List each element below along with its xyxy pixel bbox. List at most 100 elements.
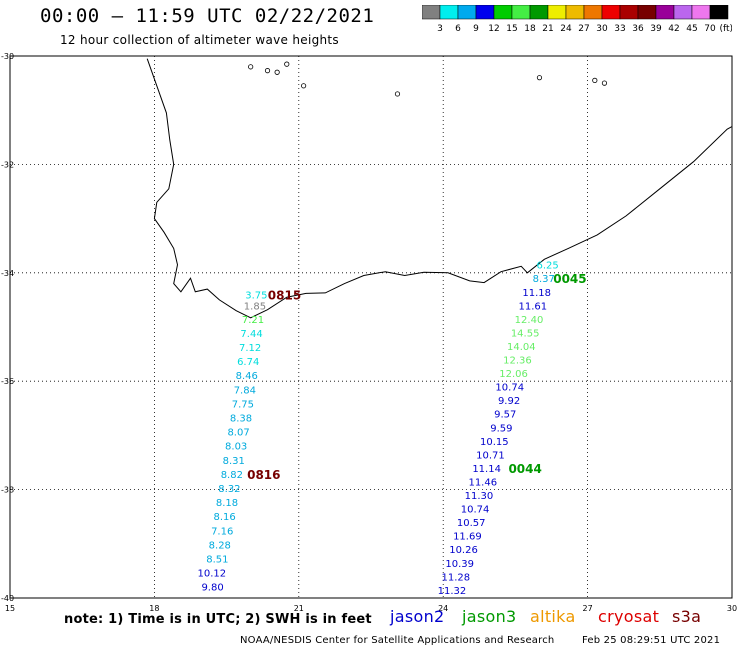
map-subtitle: 12 hour collection of altimeter wave hei… [60, 33, 339, 47]
wave-height-label-jason2: 9.59 [490, 423, 512, 434]
colorbar-swatch [709, 5, 729, 20]
colorbar-label: 18 [524, 24, 536, 34]
legend-cryosat: cryosat [598, 607, 660, 626]
wave-height-label-jason2: 11.18 [522, 288, 551, 299]
wave-height-label-jason2: 10.74 [495, 383, 524, 394]
wave-height-label-jason3: 7.44 [240, 329, 262, 340]
island-shape [536, 75, 543, 81]
wave-height-label-jason2: 10.15 [480, 437, 509, 448]
island-shape [394, 91, 401, 97]
wave-height-label-jason2: 11.69 [453, 532, 482, 543]
pass-time-label: 0044 [508, 462, 541, 476]
lat-tick-label: -34 [1, 269, 14, 278]
wave-height-label-jason2: 10.71 [476, 450, 505, 461]
wave-height-label-jason3: 10.12 [197, 569, 226, 580]
lon-tick-label: 15 [5, 604, 15, 613]
wave-height-label-jason2: 10.39 [445, 559, 474, 570]
lat-tick-label: -40 [1, 594, 14, 603]
lon-tick-label: 24 [438, 604, 448, 613]
pass-time-label: 0045 [553, 272, 586, 286]
lon-tick-label: 21 [294, 604, 304, 613]
wave-height-label-jason2: 9.57 [494, 410, 516, 421]
wave-height-label-jason2: 11.32 [438, 586, 467, 597]
wave-height-label-jason3: 8.16 [213, 512, 235, 523]
wave-height-label-jason3: 7.16 [211, 526, 233, 537]
colorbar-label: 27 [578, 24, 589, 34]
footer-credit: NOAA/NESDIS Center for Satellite Applica… [240, 635, 555, 646]
legend-jason3: jason3 [462, 607, 517, 626]
wave-height-colorbar: 3 6 9 12 15 18 21 24 27 30 33 36 39 42 45 70 (ft) [422, 5, 732, 34]
wave-height-label-jason2: 11.46 [468, 477, 497, 488]
wave-height-label-jason2: 10.74 [461, 505, 490, 516]
wave-height-label-jason2: 11.30 [465, 491, 494, 502]
colorbar-label: 36 [632, 24, 644, 34]
colorbar-label: 6 [455, 24, 461, 34]
island-shape [264, 68, 271, 74]
lon-tick-label: 18 [149, 604, 159, 613]
lat-tick-label: -36 [1, 377, 14, 386]
island-shape [601, 80, 608, 86]
wave-height-label-jason3: 8.51 [206, 554, 228, 565]
colorbar-label: 42 [668, 24, 679, 34]
legend-s3a: s3a [672, 607, 702, 626]
colorbar-label: 70 [704, 24, 716, 34]
colorbar-label: 12 [488, 24, 499, 34]
island-shape [284, 61, 290, 67]
colorbar-label: 33 [614, 24, 625, 34]
wave-height-label-jason2: 6.25 [536, 261, 558, 272]
wave-height-label-jason3: 8.82 [221, 470, 243, 481]
wave-height-label-jason3: 7.84 [234, 385, 256, 396]
wave-height-label-jason2: 12.06 [499, 369, 528, 380]
wave-height-label-jason2: 10.57 [457, 518, 486, 529]
colorbar-label: 3 [437, 24, 443, 34]
pass-time-label: 0816 [247, 468, 280, 482]
wave-height-label-jason2: 8.37 [533, 274, 555, 285]
wave-height-label-jason3: 8.38 [230, 414, 252, 425]
colorbar-label: 45 [686, 24, 697, 34]
coastline [146, 58, 733, 319]
island-shape [274, 69, 280, 75]
wave-height-label-jason3: 8.18 [216, 498, 238, 509]
island-shape [301, 83, 307, 89]
island-shape [592, 77, 598, 83]
wave-height-label-jason2: 12.40 [515, 315, 544, 326]
wave-height-label-jason2: 11.28 [442, 572, 471, 583]
lat-tick-label: -30 [1, 52, 14, 61]
wave-height-label-jason3: 7.12 [239, 343, 261, 354]
wave-height-label-jason3: 8.07 [227, 428, 249, 439]
colorbar-label: 9 [473, 24, 479, 34]
island-shape [248, 64, 254, 70]
legend-altika: altika [530, 607, 576, 626]
wave-height-label-jason3: 8.46 [236, 371, 258, 382]
colorbar-unit: (ft) [719, 24, 732, 34]
wave-height-label-jason3: 8.31 [223, 456, 245, 467]
wave-height-label-jason2: 12.36 [503, 356, 532, 367]
legend-jason2: jason2 [390, 607, 445, 626]
colorbar-label: 39 [650, 24, 662, 34]
colorbar-label: 15 [506, 24, 517, 34]
lon-tick-label: 30 [727, 604, 737, 613]
wave-height-label-jason2: 9.92 [498, 396, 520, 407]
wave-height-label-jason3: 9.80 [201, 583, 223, 594]
colorbar-label: 30 [596, 24, 608, 34]
map-frame [9, 55, 733, 599]
colorbar-label: 24 [560, 24, 572, 34]
wave-height-label-jason2: 10.26 [449, 545, 478, 556]
wave-height-label-jason3: 8.28 [209, 540, 231, 551]
wave-height-label-jason3: 3.75 [245, 290, 267, 301]
lat-tick-label: -38 [1, 486, 14, 495]
lon-tick-label: 27 [583, 604, 593, 613]
pass-time-label: 0815 [268, 288, 301, 302]
wave-height-label-jason3: 8.03 [225, 442, 247, 453]
wave-height-label-jason3: 1.85 [244, 301, 266, 312]
wave-height-label-jason3: 6.74 [237, 357, 259, 368]
wave-height-label-jason3: 8.32 [218, 484, 240, 495]
map-title: 00:00 – 11:59 UTC 02/22/2021 [40, 5, 375, 27]
wave-height-label-jason2: 11.61 [519, 301, 548, 312]
wave-height-label-jason3: 7.21 [242, 315, 264, 326]
lat-tick-label: -32 [1, 160, 14, 169]
wave-height-label-jason2: 14.04 [507, 342, 536, 353]
wave-height-label-jason2: 11.14 [472, 464, 501, 475]
colorbar-label: 21 [542, 24, 553, 34]
